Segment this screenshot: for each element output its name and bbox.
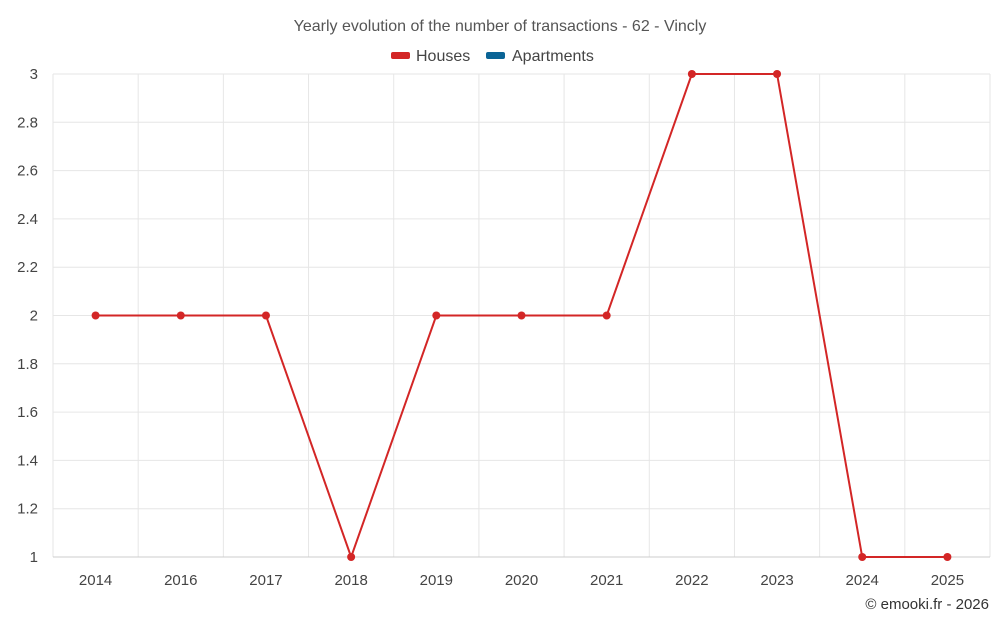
x-tick-label: 2024 xyxy=(846,572,879,589)
x-axis-ticks: 2014 2016 2017 2018 2019 2020 2021 2022 2023 2024… xyxy=(79,572,964,589)
data-point[interactable] xyxy=(91,311,100,320)
data-point[interactable] xyxy=(347,553,356,561)
legend: Houses Apartments xyxy=(391,48,594,65)
x-tick-label: 2018 xyxy=(334,572,367,589)
legend-label-apartments: Apartments xyxy=(512,48,594,65)
y-tick-label: 1.8 xyxy=(17,356,38,373)
y-tick-label: 1.6 xyxy=(17,404,38,421)
x-tick-label: 2014 xyxy=(79,572,112,589)
data-point[interactable] xyxy=(602,311,611,320)
y-tick-label: 3 xyxy=(30,66,38,83)
y-axis-ticks: 1 1.2 1.4 1.6 1.8 2 2.2 2.4 2.6 2.8 3 xyxy=(17,66,38,566)
y-tick-label: 2.8 xyxy=(17,114,38,131)
x-tick-label: 2021 xyxy=(590,572,623,589)
x-tick-label: 2017 xyxy=(249,572,282,589)
y-tick-label: 2.4 xyxy=(17,211,38,228)
y-tick-label: 2.2 xyxy=(17,259,38,276)
x-tick-label: 2016 xyxy=(164,572,197,589)
chart-title: Yearly evolution of the number of transa… xyxy=(294,18,707,35)
data-point[interactable] xyxy=(176,311,185,320)
x-tick-label: 2023 xyxy=(760,572,793,589)
data-point[interactable] xyxy=(687,70,696,78)
y-tick-label: 2 xyxy=(30,308,38,325)
y-tick-label: 1 xyxy=(30,549,38,566)
data-point[interactable] xyxy=(858,553,867,561)
data-point[interactable] xyxy=(943,553,952,561)
y-tick-label: 2.6 xyxy=(17,163,38,180)
y-tick-label: 1.2 xyxy=(17,501,38,518)
y-tick-label: 1.4 xyxy=(17,452,38,469)
x-tick-label: 2022 xyxy=(675,572,708,589)
legend-item-apartments[interactable]: Apartments xyxy=(486,48,594,65)
data-point[interactable] xyxy=(432,311,441,320)
data-point[interactable] xyxy=(261,311,270,320)
data-point[interactable] xyxy=(773,70,782,78)
x-tick-label: 2025 xyxy=(931,572,964,589)
series-houses xyxy=(91,70,952,561)
x-tick-label: 2020 xyxy=(505,572,538,589)
x-tick-label: 2019 xyxy=(420,572,453,589)
legend-label-houses: Houses xyxy=(416,48,470,65)
legend-item-houses[interactable]: Houses xyxy=(391,48,470,65)
credit-text: © emooki.fr - 2026 xyxy=(865,596,989,613)
data-point[interactable] xyxy=(517,311,526,320)
legend-swatch-apartments xyxy=(486,52,505,59)
legend-swatch-houses xyxy=(391,52,410,59)
